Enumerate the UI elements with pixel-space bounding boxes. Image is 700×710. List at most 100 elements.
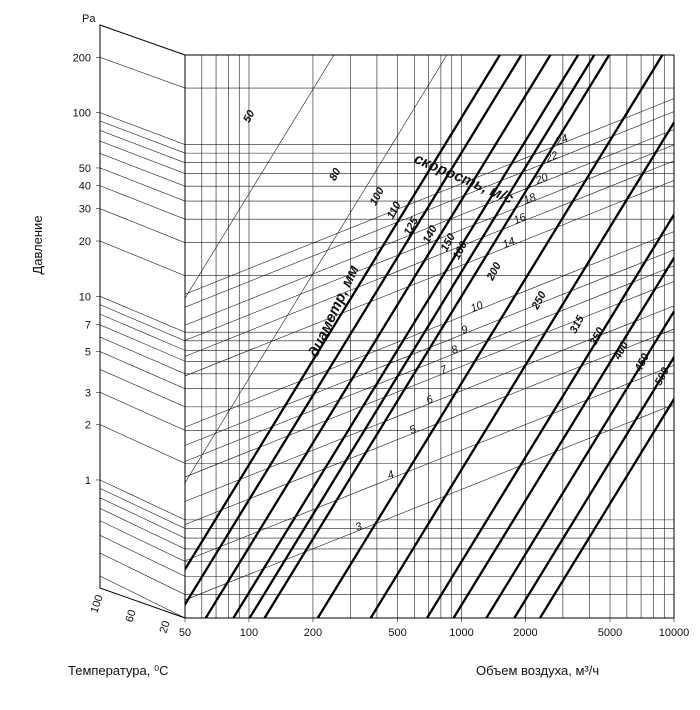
velocity-line-6 — [185, 305, 674, 502]
diameter-line-250 — [369, 120, 674, 618]
diameter-line-200 — [316, 55, 664, 618]
velocity-line-14 — [185, 180, 674, 377]
velocity-line-3 — [185, 404, 674, 601]
velocity-title: скорость, м/с — [412, 150, 517, 207]
x-tick-label: 5000 — [598, 627, 622, 639]
diameter-title: диаметр, мм — [305, 263, 362, 360]
velocity-line-16 — [185, 160, 674, 357]
y-tick-label: 1 — [85, 475, 91, 487]
velocity-label-8: 8 — [450, 343, 461, 357]
temperature-gridline — [100, 240, 185, 276]
velocity-label-3: 3 — [354, 520, 365, 534]
diameter-line-500 — [539, 396, 674, 618]
temperature-gridline — [100, 185, 185, 220]
plot-frame — [184, 54, 675, 619]
temperature-tick-label: 20 — [158, 619, 173, 634]
temperature-gridline — [100, 296, 185, 333]
temperature-gridline — [100, 508, 185, 550]
temperature-gridline — [100, 324, 185, 362]
x-tick-label: 500 — [388, 627, 406, 639]
temperature-correction-panel — [100, 25, 185, 618]
velocity-line-9 — [185, 249, 674, 446]
temperature-gridline — [100, 497, 185, 539]
temperature-gridline — [100, 120, 185, 154]
diameter-label-80: 80 — [327, 166, 344, 183]
diameter-label-200: 200 — [484, 260, 504, 284]
velocity-line-7 — [185, 281, 674, 478]
temperature-axis-title: Температура, ⁰С — [68, 663, 169, 678]
temperature-gridline — [100, 208, 185, 243]
diameter-label-100: 100 — [368, 185, 388, 208]
y-tick-label: 2 — [85, 420, 91, 432]
temperature-gridline — [100, 336, 185, 375]
velocity-lines — [185, 98, 674, 601]
x-tick-label: 100 — [240, 627, 258, 639]
diameter-line-140 — [232, 55, 580, 618]
diameter-lines — [185, 55, 674, 618]
temperature-gridline — [100, 479, 185, 521]
diameter-line-150 — [248, 55, 596, 618]
diameter-line-125 — [204, 55, 552, 618]
velocity-label-4: 4 — [386, 469, 396, 482]
y-unit-label: Pa — [82, 13, 96, 25]
temperature-gridline — [100, 140, 185, 174]
y-tick-label: 100 — [73, 108, 91, 120]
diameter-label-125: 125 — [402, 215, 422, 238]
temperature-gridline — [100, 57, 185, 89]
temperature-panel-frame — [99, 24, 186, 619]
diameter-label-50: 50 — [241, 108, 258, 125]
temperature-gridline — [100, 112, 185, 145]
y-tick-label: 40 — [79, 181, 91, 193]
temperature-gridline — [100, 575, 185, 618]
y-axis-title: Давление — [30, 215, 45, 274]
temperature-gridline — [100, 304, 185, 342]
velocity-line-18 — [185, 144, 674, 341]
y-tick-label: 50 — [79, 163, 91, 175]
diameter-label-140: 140 — [421, 223, 441, 246]
velocity-label-16: 16 — [512, 211, 529, 227]
x-tick-label: 10000 — [659, 627, 690, 639]
diameter-line-80 — [185, 55, 448, 484]
diameter-line-315 — [426, 212, 674, 618]
x-tick-label: 200 — [304, 627, 322, 639]
velocity-label-10: 10 — [469, 299, 486, 315]
diameter-line-50 — [185, 55, 335, 299]
temperature-gridline — [100, 369, 185, 408]
velocity-line-8 — [185, 265, 674, 462]
velocity-label-20: 20 — [533, 171, 551, 187]
y-tick-label: 10 — [79, 291, 91, 303]
temperature-gridline — [100, 534, 185, 577]
x-tick-label: 1000 — [449, 627, 473, 639]
velocity-label-9: 9 — [460, 324, 470, 337]
velocity-line-10 — [185, 231, 674, 428]
diameter-line-160 — [263, 55, 611, 618]
y-tick-label: 30 — [79, 204, 91, 216]
velocity-label-22: 22 — [543, 149, 560, 165]
velocity-line-24 — [185, 98, 674, 295]
temperature-gridline — [100, 167, 185, 202]
velocity-label-5: 5 — [408, 423, 419, 437]
temperature-gridline — [100, 392, 185, 431]
temperature-gridline — [100, 313, 185, 351]
velocity-label-6: 6 — [425, 393, 436, 407]
x-axis-title: Объем воздуха, м³/ч — [476, 663, 599, 678]
diameter-line-400 — [485, 309, 674, 618]
temperature-gridline — [100, 351, 185, 389]
velocity-line-22 — [185, 111, 674, 308]
temperature-gridline — [100, 153, 185, 187]
velocity-line-20 — [185, 129, 674, 326]
diameter-label-500: 500 — [653, 365, 673, 388]
y-tick-label: 3 — [85, 387, 91, 399]
temperature-gridline — [100, 552, 185, 595]
velocity-label-18: 18 — [522, 191, 539, 207]
diameter-line-110 — [185, 55, 523, 607]
velocity-label-14: 14 — [501, 235, 517, 251]
y-tick-label: 7 — [85, 320, 91, 332]
temperature-tick-label: 60 — [124, 608, 139, 623]
temperature-gridline — [100, 130, 185, 164]
temperature-tick-label: 100 — [89, 593, 106, 614]
y-tick-label: 20 — [79, 236, 91, 248]
velocity-line-5 — [185, 328, 674, 525]
axis-ticks: 50 100 200 500 1000 2000 5000 10000 1 2 3 5 7 10 20 30 4… — [73, 52, 690, 639]
